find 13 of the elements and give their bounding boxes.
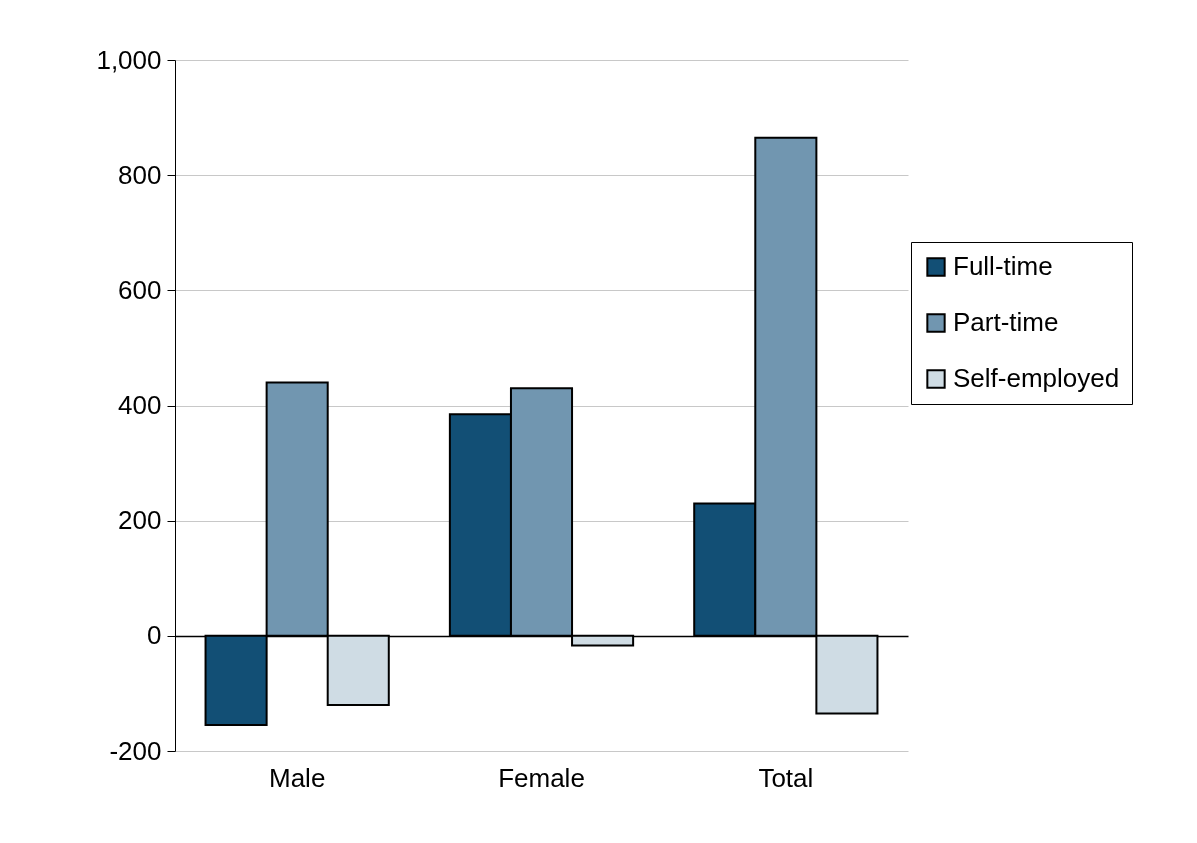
y-tick-label: 600 bbox=[118, 274, 162, 305]
legend-label: Self-employed bbox=[953, 363, 1120, 393]
legend-label: Part-time bbox=[953, 307, 1059, 337]
y-tick-label: 200 bbox=[118, 505, 162, 536]
legend-label: Full-time bbox=[953, 251, 1053, 281]
y-tick-label: -200 bbox=[109, 735, 162, 766]
x-tick-label: Female bbox=[498, 762, 585, 793]
y-tick-label: 400 bbox=[118, 390, 162, 420]
y-tick-label: 800 bbox=[118, 159, 162, 190]
y-tick-label: 1,000 bbox=[96, 44, 162, 75]
x-tick-label: Male bbox=[268, 762, 326, 793]
y-tick-label: 0 bbox=[147, 620, 162, 651]
x-tick-label: Total bbox=[758, 762, 814, 793]
